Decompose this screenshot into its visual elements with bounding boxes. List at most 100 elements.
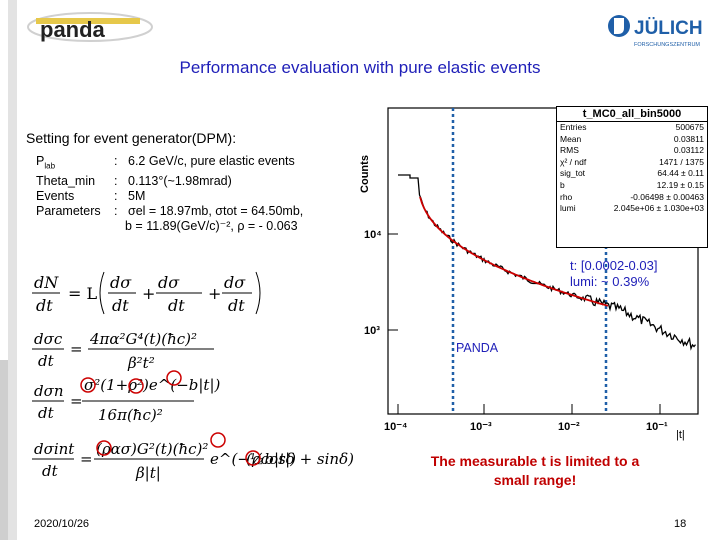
x-tick-label: 10⁻¹ — [646, 421, 668, 433]
eq1-denominator: dt — [36, 296, 53, 315]
svg-text:(ρcosδ + sinδ): (ρcosδ + sinδ) — [246, 450, 354, 468]
settings-row: Plab:6.2 GeV/c, pure elastic events — [36, 154, 305, 174]
settings-continuation: b = 11.89(GeV/c)⁻², ρ = - 0.063 — [125, 218, 298, 233]
eq1-rhs: = L — [68, 284, 97, 303]
stats-box: t_MC0_all_bin5000 Entries 500675 Mean 0.038… — [556, 106, 708, 248]
panda-logo-text: panda — [40, 17, 106, 42]
stats-key: Entries — [560, 122, 587, 132]
svg-text:σ²(1+ρ²)e^(−b|t|): σ²(1+ρ²)e^(−b|t|) — [84, 376, 221, 394]
left-decor-bar — [8, 0, 17, 540]
settings-row-value: 6.2 GeV/c, pure elastic events — [128, 154, 295, 168]
eq1-numerator: dN — [34, 273, 59, 292]
formula-dN-dt: dN dt = L dσ dt + dσ dt + dσ dt — [32, 271, 261, 315]
settings-row-label: Plab — [36, 154, 56, 171]
x-tick-label: 10⁻³ — [470, 421, 492, 433]
formula-dsigma-n: dσn dt = σ²(1+ρ²)e^(−b|t|) 16π(ħc)² — [32, 370, 221, 424]
lumi-note-text: lumi: ~ 0.39% — [570, 274, 650, 289]
conclusion-line-1: The measurable t is limited to a — [430, 453, 640, 469]
eq4-denominator: dt — [42, 462, 59, 480]
svg-text:dσ: dσ — [158, 273, 180, 292]
julich-logo: JÜLICH FORSCHUNGSZENTRUM — [608, 15, 703, 48]
stats-key: rho — [560, 191, 573, 202]
stats-value: 0.03112 — [673, 145, 704, 156]
settings-row-sep: : — [114, 173, 118, 188]
settings-row-sep: : — [114, 188, 118, 203]
left-decor-block — [0, 360, 8, 540]
x-tick-label: 10⁻² — [558, 421, 580, 433]
svg-text:dt: dt — [112, 296, 129, 315]
formula-dsigma-int: dσint dt = (ρασ)G²(t)(ħc)² β|t| e^(−½b|t… — [32, 432, 354, 482]
eq3-denominator: dt — [38, 404, 55, 422]
panda-logo: panda — [27, 12, 153, 42]
stats-row: lumi 2.045e+06 ± 1.030e+03 — [557, 203, 707, 215]
slide-page-number: 18 — [674, 518, 687, 530]
settings-row-value: 5M — [128, 188, 146, 203]
settings-row: Parameters: σel = 18.97mb, σtot = 64.50mb… — [36, 204, 305, 219]
stats-key: RMS — [560, 145, 579, 156]
formula-dsigma-c: dσc dt = 4πα²G⁴(t)(ħc)² β²t² — [32, 330, 214, 372]
conclusion-text: The measurable t is limited to a small r… — [380, 452, 690, 490]
stats-value: 64.44 ± 0.11 — [657, 168, 704, 179]
svg-text:dσ: dσ — [224, 273, 246, 292]
stats-row: RMS 0.03112 — [557, 145, 707, 157]
stats-key: Mean — [560, 133, 582, 144]
stats-row: Mean 0.03811 — [557, 134, 707, 146]
slide-title: Performance evaluation with pure elastic… — [179, 58, 541, 77]
settings-heading: Setting for event generator(DPM): — [26, 130, 237, 146]
stats-key: b — [560, 179, 565, 190]
svg-text:=: = — [70, 392, 83, 410]
stats-key: lumi — [560, 203, 576, 214]
t-range-text: t: [0.0002-0.03] — [570, 258, 658, 273]
stats-value: 500675 — [675, 122, 704, 132]
stats-value: 12.19 ± 0.15 — [656, 179, 704, 190]
settings-params: Plab:6.2 GeV/c, pure elastic events Theta… — [36, 154, 305, 234]
cross-section-formulas: dN dt = L dσ dt + dσ dt + dσ dt dσc dt = 4π… — [32, 271, 354, 482]
svg-text:β|t|: β|t| — [135, 464, 161, 482]
svg-text:=: = — [80, 450, 93, 468]
eq4-numerator: dσint — [34, 440, 75, 458]
stats-row: sig_tot 64.44 ± 0.11 — [557, 168, 707, 180]
svg-text:4πα²G⁴(t)(ħc)²: 4πα²G⁴(t)(ħc)² — [89, 330, 197, 348]
stats-value: 1471 / 1375 — [659, 156, 704, 167]
julich-logo-subtext: FORSCHUNGSZENTRUM — [634, 42, 700, 48]
settings-row: Events:5M — [36, 189, 305, 204]
julich-logo-text: JÜLICH — [634, 18, 703, 39]
stats-row: rho -0.06498 ± 0.00463 — [557, 192, 707, 204]
stats-key: χ² / ndf — [560, 156, 587, 167]
stats-row: χ² / ndf 1471 / 1375 — [557, 157, 707, 169]
stats-value: 2.045e+06 ± 1.030e+03 — [613, 203, 704, 214]
eq3-numerator: dσn — [34, 382, 64, 400]
settings-row-sep: : — [114, 203, 118, 218]
y-axis-label: Counts — [358, 155, 371, 193]
stats-row: Entries 500675 — [557, 122, 707, 134]
eq2-numerator: dσc — [34, 330, 63, 348]
stats-value: 0.03811 — [673, 133, 704, 144]
svg-text:dσ: dσ — [110, 273, 132, 292]
svg-text:+: + — [208, 284, 221, 303]
stats-title: t_MC0_all_bin5000 — [557, 107, 707, 122]
settings-row-value: 0.113°(~1.98mrad) — [128, 173, 232, 188]
stats-value: -0.06498 ± 0.00463 — [630, 191, 704, 202]
settings-row-label: Events — [36, 188, 75, 203]
fit-curve — [419, 196, 609, 307]
svg-text:+: + — [142, 284, 155, 303]
x-axis-unit: |t| — [676, 429, 685, 441]
settings-row-value: σel = 18.97mb, σtot = 64.50mb, — [128, 203, 304, 218]
panda-plot-label: PANDA — [456, 341, 499, 355]
x-tick-label: 10⁻⁴ — [384, 421, 407, 433]
t-range-note: t: [0.0002-0.03] lumi: ~ 0.39% — [570, 258, 657, 290]
svg-text:=: = — [70, 340, 83, 358]
settings-row-label: Parameters — [36, 203, 101, 218]
stats-key: sig_tot — [560, 168, 586, 179]
slide-date: 2020/10/26 — [34, 518, 90, 530]
settings-row-sep: : — [114, 154, 118, 168]
settings-row: Theta_min:0.113°(~1.98mrad) — [36, 174, 305, 189]
y-tick-label: 10³ — [364, 325, 380, 337]
svg-text:16π(ħc)²: 16π(ħc)² — [98, 406, 163, 424]
eq2-denominator: dt — [38, 352, 55, 370]
y-tick-label: 10⁴ — [364, 229, 382, 241]
conclusion-line-2: small range! — [493, 472, 577, 488]
svg-text:β²t²: β²t² — [127, 354, 155, 372]
svg-text:(ρασ)G²(t)(ħc)²: (ρασ)G²(t)(ħc)² — [96, 440, 208, 458]
svg-text:dt: dt — [168, 296, 185, 315]
